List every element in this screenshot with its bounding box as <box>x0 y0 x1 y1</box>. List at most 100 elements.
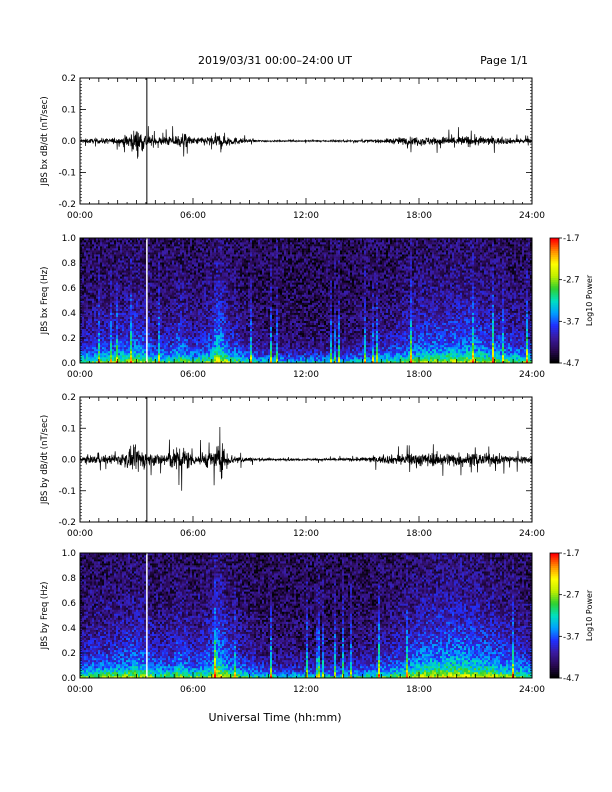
spectrogram-cell <box>92 274 95 277</box>
spectrogram-cell <box>116 320 119 323</box>
spectrogram-cell <box>150 358 153 362</box>
spectrogram-cell <box>106 272 109 275</box>
spectrogram-cell <box>148 348 151 352</box>
spectrogram-cell <box>172 310 175 313</box>
spectrogram-cell <box>142 296 145 299</box>
spectrogram-cell <box>110 292 113 295</box>
spectrogram-cell <box>224 340 227 344</box>
spectrogram-cell <box>120 284 123 287</box>
spectrogram-cell <box>230 336 233 340</box>
spectrogram-cell <box>188 334 191 338</box>
spectrogram-cell <box>106 252 109 255</box>
spectrogram-cell <box>136 272 139 275</box>
spectrogram-cell <box>156 238 159 241</box>
spectrogram-cell <box>132 336 135 340</box>
spectrogram-cell <box>102 266 105 269</box>
spectrogram-cell <box>84 314 87 317</box>
spectrogram-cell <box>130 240 133 243</box>
spectrogram-cell <box>92 256 95 259</box>
spectrogram-cell <box>210 336 213 340</box>
spectrogram-cell <box>152 262 155 265</box>
spectrogram-cell <box>170 280 173 283</box>
spectrogram-cell <box>96 358 99 362</box>
spectrogram-cell <box>226 326 229 330</box>
spectrogram-cell <box>90 272 93 275</box>
spectrogram-cell <box>98 304 101 307</box>
spectrogram-cell <box>100 334 103 338</box>
spectrogram-cell <box>84 254 87 257</box>
spectrogram-cell <box>182 248 185 251</box>
spectrogram-cell <box>80 348 83 352</box>
spectrogram-cell <box>190 252 193 255</box>
spectrogram-cell <box>108 310 111 313</box>
spectrogram-cell <box>180 318 183 321</box>
spectrogram-cell <box>86 254 89 257</box>
spectrogram-cell <box>108 250 111 253</box>
spectrogram-cell <box>196 344 199 348</box>
spectrogram-cell <box>118 240 121 243</box>
spectrogram-cell <box>192 248 195 251</box>
spectrogram-cell <box>230 346 233 350</box>
spectrogram-cell <box>184 314 187 317</box>
spectrogram-cell <box>150 296 153 299</box>
spectrogram-cell <box>96 260 99 263</box>
spectrogram-cell <box>138 354 141 358</box>
spectrogram-cell <box>118 328 121 332</box>
spectrogram-cell <box>222 312 225 315</box>
spectrogram-cell <box>176 306 179 309</box>
spectrogram-cell <box>144 258 147 261</box>
spectrogram-cell <box>168 240 171 243</box>
spectrogram-cell <box>100 260 103 263</box>
spectrogram-cell <box>164 352 167 356</box>
spectrogram-cell <box>228 350 231 354</box>
spectrogram-cell <box>100 268 103 271</box>
spectrogram-cell <box>164 278 167 281</box>
spectrogram-cell <box>222 346 225 350</box>
spectrogram-cell <box>206 248 209 251</box>
spectrogram-cell <box>144 282 147 285</box>
spectrogram-cell <box>172 262 175 265</box>
spectrogram-cell <box>86 240 89 243</box>
spectrogram-cell <box>128 300 131 303</box>
spectrogram-cell <box>208 354 211 358</box>
spectrogram-cell <box>124 238 127 241</box>
spectrogram-cell <box>204 336 207 340</box>
spectrogram-cell <box>142 356 145 360</box>
spectrogram-cell <box>100 266 103 269</box>
spectrogram-cell <box>94 278 97 281</box>
spectrogram-cell <box>200 322 203 325</box>
spectrogram-cell <box>92 246 95 249</box>
spectrogram-cell <box>190 300 193 303</box>
spectrogram-cell <box>184 250 187 253</box>
spectrogram-cell <box>214 336 217 340</box>
spectrogram-cell <box>216 272 219 275</box>
spectrogram-cell <box>108 324 111 328</box>
spectrogram-cell <box>222 314 225 317</box>
spectrogram-cell <box>124 244 127 247</box>
spectrogram-cell <box>190 296 193 299</box>
spectrogram-cell <box>92 352 95 356</box>
spectrogram-cell <box>86 328 89 332</box>
spectrogram-cell <box>138 314 141 317</box>
spectrogram-cell <box>150 346 153 350</box>
spectrogram-cell <box>134 358 137 362</box>
spectrogram-cell <box>178 268 181 271</box>
spectrogram-cell <box>226 346 229 350</box>
spectrogram-cell <box>156 330 159 334</box>
spectrogram-cell <box>136 300 139 303</box>
spectrogram-cell <box>166 278 169 281</box>
spectrogram-cell <box>172 268 175 271</box>
spectrogram-cell <box>140 238 143 241</box>
spectrogram-cell <box>190 320 193 323</box>
spectrogram-cell <box>152 304 155 307</box>
spectrogram-cell <box>138 250 141 253</box>
spectrogram-cell <box>160 328 163 332</box>
spectrogram-cell <box>202 292 205 295</box>
spectrogram-cell <box>188 360 191 364</box>
spectrogram-cell <box>96 264 99 267</box>
spectrogram-cell <box>130 346 133 350</box>
spectrogram-cell <box>112 264 115 267</box>
spectrogram-cell <box>94 304 97 307</box>
spectrogram-cell <box>134 262 137 265</box>
spectrogram-cell <box>230 240 233 243</box>
